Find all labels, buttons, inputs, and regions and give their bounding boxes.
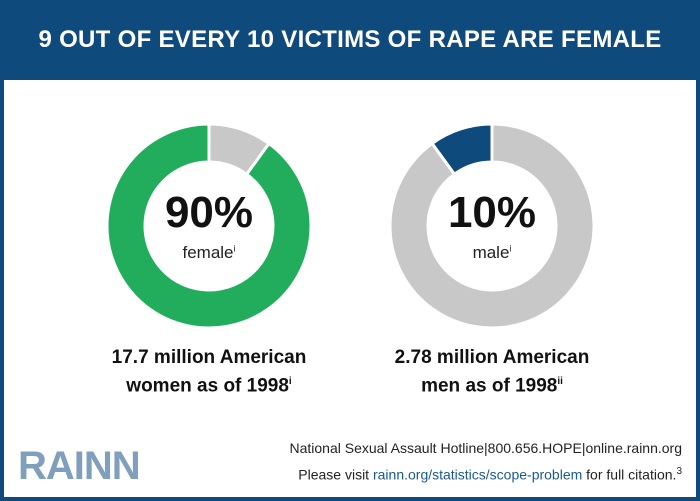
male-caption: 2.78 million American men as of 1998ii <box>342 346 642 398</box>
male-donut-svg <box>388 122 596 330</box>
citation-link[interactable]: rainn.org/statistics/scope-problem <box>372 466 583 483</box>
female-label-note: i <box>233 243 236 254</box>
female-donut-svg <box>105 122 313 330</box>
donut-slice-other <box>388 122 596 330</box>
page-title: 9 OUT OF EVERY 10 VICTIMS OF RAPE ARE FE… <box>38 26 662 53</box>
citation-prefix: Please visit <box>298 466 373 483</box>
female-caption-line1: 17.7 million American <box>111 347 307 368</box>
female-label: femalei <box>102 243 316 263</box>
female-caption-line2-wrap: women as of 1998i <box>59 370 359 398</box>
male-donut-chart: 10% malei <box>385 119 599 333</box>
female-label-text: female <box>182 243 234 262</box>
male-caption-line2-wrap: men as of 1998ii <box>342 370 642 398</box>
citation-suffix: for full citation. <box>582 466 677 483</box>
citation-text: Please visit rainn.org/statistics/scope-… <box>182 466 682 483</box>
female-caption-note: i <box>288 376 292 387</box>
female-caption-line2: women as of 1998 <box>126 375 289 397</box>
male-caption-note: ii <box>557 376 563 387</box>
male-label: malei <box>385 243 599 263</box>
male-label-text: male <box>472 243 510 262</box>
female-donut-chart: 90% femalei <box>102 119 316 333</box>
donut-slice-female <box>105 122 313 330</box>
male-caption-line2: men as of 1998 <box>421 375 558 397</box>
rainn-logo: RAINN <box>18 444 141 488</box>
hotline-text: National Sexual Assault Hotline|800.656.… <box>289 440 682 456</box>
male-caption-line1: 2.78 million American <box>394 347 590 368</box>
male-percentage: 10% <box>447 188 537 237</box>
citation-note: 3 <box>676 466 682 477</box>
female-percentage: 90% <box>164 188 254 237</box>
header-banner: 9 OUT OF EVERY 10 VICTIMS OF RAPE ARE FE… <box>0 0 700 80</box>
female-caption: 17.7 million American women as of 1998i <box>59 346 359 398</box>
donut-slice-other <box>207 122 272 177</box>
male-label-note: i <box>509 243 512 254</box>
